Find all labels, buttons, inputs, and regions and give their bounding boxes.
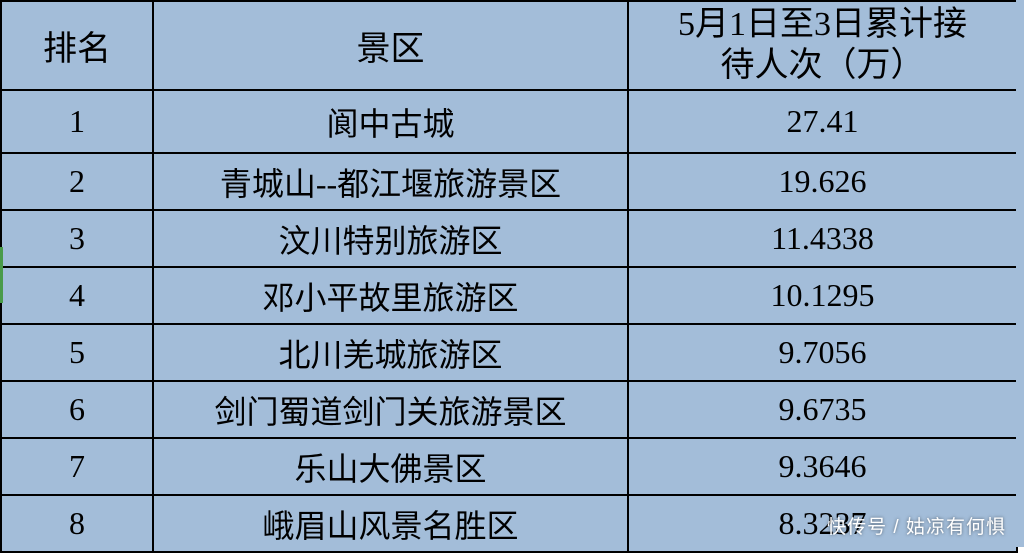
cell-name: 邓小平故里旅游区 — [153, 267, 628, 324]
table-row: 2 青城山--都江堰旅游景区 19.626 — [1, 153, 1017, 210]
header-value-line1: 5月1日至3日累计接 — [629, 5, 1016, 46]
cell-value: 11.4338 — [628, 210, 1017, 267]
watermark-text: 快传号 / 姑凉有何惧 — [827, 512, 1006, 539]
cell-rank: 4 — [1, 267, 153, 324]
table-row: 3 汶川特别旅游区 11.4338 — [1, 210, 1017, 267]
cell-rank: 7 — [1, 438, 153, 495]
cell-rank: 3 — [1, 210, 153, 267]
table-body: 1 阆中古城 27.41 2 青城山--都江堰旅游景区 19.626 3 汶川特… — [1, 90, 1017, 552]
ranking-table-container: 排名 景区 5月1日至3日累计接 待人次（万） 1 阆中古城 27.41 2 青… — [0, 0, 1016, 547]
cell-rank: 5 — [1, 324, 153, 381]
table-row: 6 剑门蜀道剑门关旅游景区 9.6735 — [1, 381, 1017, 438]
header-name: 景区 — [153, 1, 628, 90]
cell-name: 青城山--都江堰旅游景区 — [153, 153, 628, 210]
cell-value: 9.7056 — [628, 324, 1017, 381]
table-row: 5 北川羌城旅游区 9.7056 — [1, 324, 1017, 381]
header-rank: 排名 — [1, 1, 153, 90]
left-edge-marker — [0, 247, 3, 303]
cell-rank: 8 — [1, 495, 153, 552]
ranking-table: 排名 景区 5月1日至3日累计接 待人次（万） 1 阆中古城 27.41 2 青… — [0, 0, 1018, 553]
table-row: 4 邓小平故里旅游区 10.1295 — [1, 267, 1017, 324]
cell-name: 阆中古城 — [153, 90, 628, 153]
cell-name: 峨眉山风景名胜区 — [153, 495, 628, 552]
cell-name: 剑门蜀道剑门关旅游景区 — [153, 381, 628, 438]
cell-rank: 2 — [1, 153, 153, 210]
cell-rank: 1 — [1, 90, 153, 153]
right-edge-strip — [1016, 0, 1024, 547]
cell-value: 10.1295 — [628, 267, 1017, 324]
cell-value: 9.6735 — [628, 381, 1017, 438]
cell-name: 汶川特别旅游区 — [153, 210, 628, 267]
header-value: 5月1日至3日累计接 待人次（万） — [628, 1, 1017, 90]
table-row: 1 阆中古城 27.41 — [1, 90, 1017, 153]
cell-value: 27.41 — [628, 90, 1017, 153]
cell-value: 19.626 — [628, 153, 1017, 210]
table-row: 7 乐山大佛景区 9.3646 — [1, 438, 1017, 495]
cell-value: 9.3646 — [628, 438, 1017, 495]
cell-name: 乐山大佛景区 — [153, 438, 628, 495]
cell-rank: 6 — [1, 381, 153, 438]
header-value-line2: 待人次（万） — [629, 46, 1016, 87]
table-header-row: 排名 景区 5月1日至3日累计接 待人次（万） — [1, 1, 1017, 90]
cell-name: 北川羌城旅游区 — [153, 324, 628, 381]
